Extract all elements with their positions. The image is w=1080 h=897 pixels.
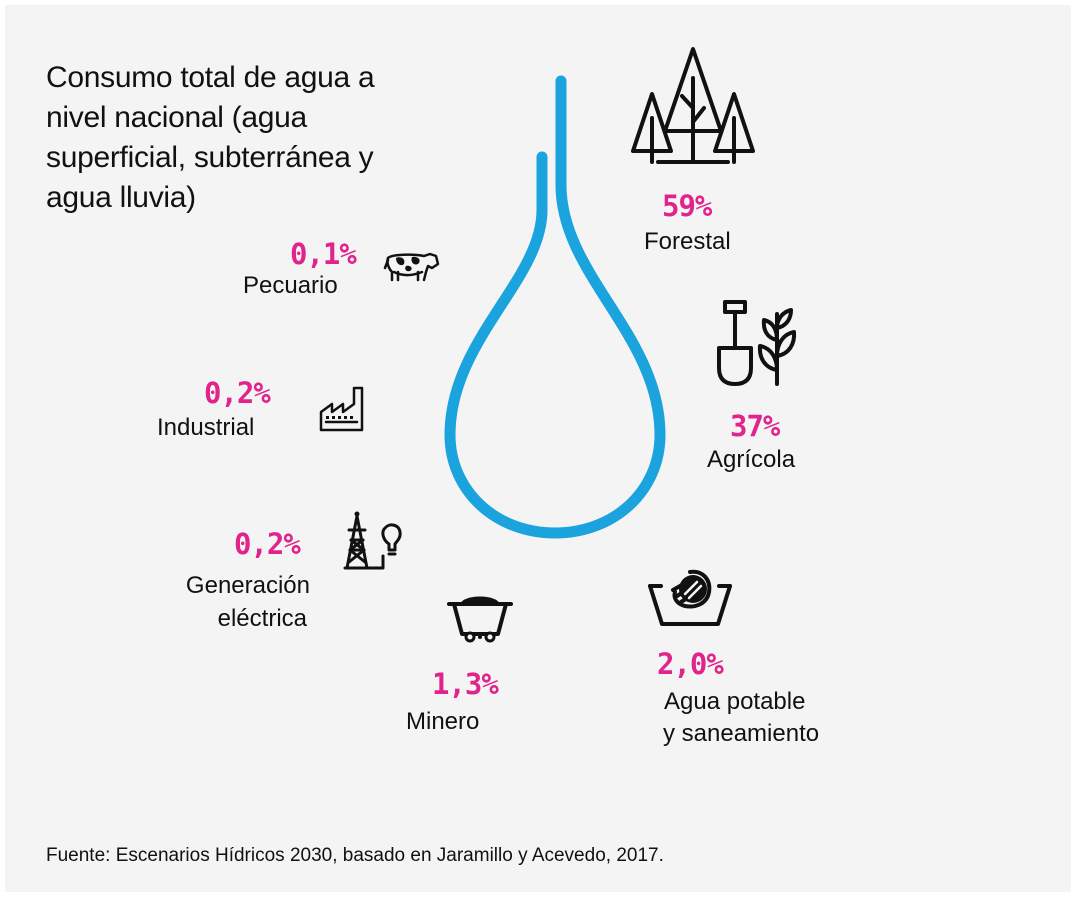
generacion-label-line2: eléctrica [217,605,307,632]
cow-icon [383,252,440,282]
forestal-percent: 59% [662,189,712,223]
forestal-label: Forestal [644,228,731,255]
industrial-percent: 0,2% [204,376,271,410]
minero-label: Minero [406,708,480,735]
infographic-card [5,5,1071,892]
agua-potable-label-line2: y saneamiento [663,720,820,747]
hand-washing-basin-icon [648,569,732,626]
agua-potable-label-line1: Agua potable [664,688,806,715]
minero-percent: 1,3% [432,667,499,701]
chart-title: Consumo total de agua a nivel nacional (… [46,61,375,214]
pecuario-percent: 0,1% [290,237,357,271]
industrial-label: Industrial [157,414,255,441]
factory-icon [319,386,364,432]
shovel-plant-icon [717,300,797,386]
generacion-percent: 0,2% [234,527,301,561]
water-drop-icon [444,75,666,539]
mining-cart-icon [447,596,513,643]
agricola-label: Agrícola [707,446,796,473]
pecuario-label: Pecuario [243,272,338,299]
trees-icon [631,47,755,164]
power-tower-bulb-icon [343,511,402,570]
generacion-label-line1: Generación [185,572,310,599]
source-note: Fuente: Escenarios Hídricos 2030, basado… [46,845,664,866]
agua-potable-percent: 2,0% [657,647,724,681]
agricola-percent: 37% [730,409,780,443]
